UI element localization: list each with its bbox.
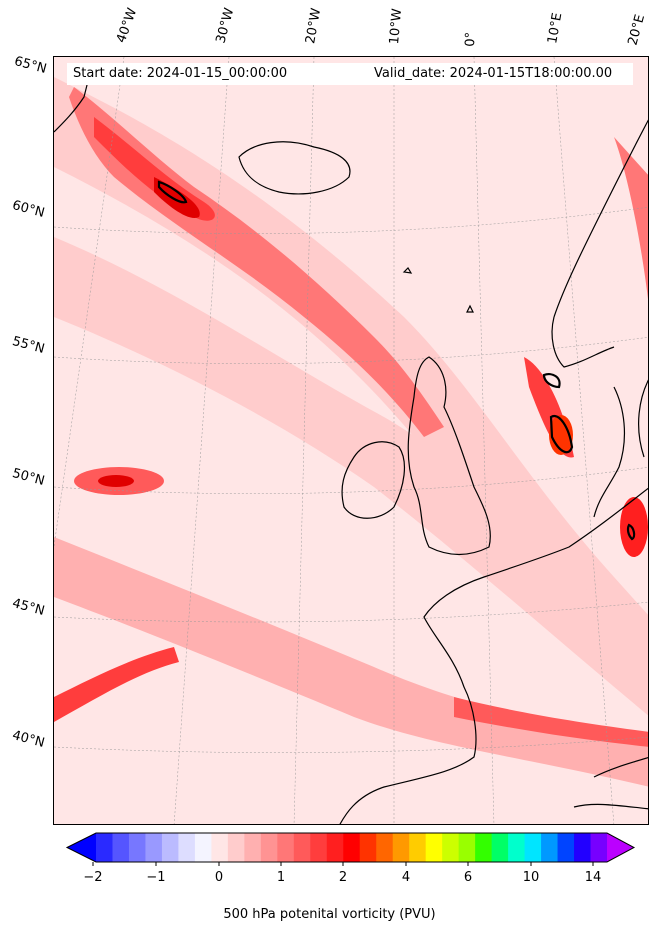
colorbar-tick-label: 4	[401, 870, 411, 885]
colorbar-cell	[211, 833, 229, 862]
pv-blob-core	[98, 475, 134, 487]
colorbar-cell	[343, 833, 361, 862]
pv-ne-feature	[614, 137, 648, 300]
lon-label-0: 0°	[463, 31, 479, 47]
pv-contour-map	[54, 57, 648, 824]
pv-band-sw	[54, 647, 179, 722]
colorbar-cell	[491, 833, 509, 862]
colorbar-extend-min	[67, 833, 96, 862]
colorbar-cell	[508, 833, 526, 862]
colorbar-tick-label: 2	[338, 870, 348, 885]
colorbar-cell	[541, 833, 559, 862]
colorbar-cell	[178, 833, 196, 862]
colorbar-cell	[161, 833, 179, 862]
pv-band-south	[454, 697, 648, 747]
colorbar-cell	[293, 833, 311, 862]
map-panel	[53, 56, 649, 825]
colorbar-tick-label: 1	[276, 870, 286, 885]
colorbar-cell	[557, 833, 575, 862]
colorbar-cell	[590, 833, 608, 862]
lat-label-65n: 65°N	[12, 54, 49, 77]
colorbar-cell	[409, 833, 427, 862]
colorbar-cell	[277, 833, 295, 862]
colorbar-cell	[475, 833, 493, 862]
valid-date-label: Valid_date: 2024-01-15T18:00:00.00	[374, 66, 613, 81]
pv-east-feature	[620, 497, 648, 557]
pv-contour-lines	[157, 180, 636, 541]
colorbar-tick-label: −1	[146, 870, 166, 885]
colorbar-tick-label: 10	[522, 870, 540, 885]
colorbar-cell	[425, 833, 443, 862]
pv-core	[94, 117, 215, 221]
lon-label-40w: 40°W	[113, 6, 141, 45]
lat-label-45n: 45°N	[10, 596, 47, 619]
colorbar-cell	[145, 833, 163, 862]
colorbar-outline	[65, 832, 636, 863]
start-date-label: Start date: 2024-01-15_00:00:00	[73, 66, 288, 81]
colorbar-cell	[112, 833, 130, 862]
colorbar-cell	[260, 833, 278, 862]
colorbar-cell	[458, 833, 476, 862]
pv-core-dark	[154, 177, 200, 218]
colorbar-cell	[310, 833, 328, 862]
colorbar-tick-label: 0	[214, 870, 224, 885]
colorbar-cells	[65, 832, 636, 863]
colorbar-cell	[96, 833, 113, 862]
graticule	[54, 57, 648, 824]
pv-band-light	[54, 237, 648, 716]
lon-label-20w: 20°W	[303, 7, 325, 46]
colorbar-cell	[392, 833, 410, 862]
colorbar-tick-label: 14	[584, 870, 602, 885]
colorbar-cell	[326, 833, 344, 862]
colorbar-cell	[359, 833, 377, 862]
colorbar-tick-label: 6	[463, 870, 473, 885]
date-header-box	[67, 63, 633, 85]
lon-label-10e: 10°E	[545, 11, 566, 45]
colorbar-tick-label: −2	[83, 870, 103, 885]
lon-label-10w: 10°W	[387, 7, 406, 45]
lat-label-40n: 40°N	[10, 728, 47, 751]
colorbar-cell	[227, 833, 245, 862]
lon-label-20e: 20°E	[625, 12, 649, 48]
colorbar-cell	[128, 833, 146, 862]
colorbar-ticks	[92, 862, 594, 866]
lon-label-30w: 30°W	[213, 6, 238, 45]
colorbar-title: 500 hPa potenital vorticity (PVU)	[223, 907, 436, 922]
colorbar-cell	[376, 833, 394, 862]
pv-max	[549, 415, 573, 455]
coastlines	[54, 76, 648, 824]
colorbar-cell	[244, 833, 262, 862]
lat-label-55n: 55°N	[10, 334, 47, 357]
colorbar-cell	[194, 833, 212, 862]
colorbar-extend-max	[607, 833, 634, 862]
colorbar-cell	[524, 833, 542, 862]
colorbar-cell	[442, 833, 460, 862]
lat-label-60n: 60°N	[10, 198, 47, 221]
lat-label-50n: 50°N	[10, 466, 47, 489]
colorbar-cell	[574, 833, 592, 862]
